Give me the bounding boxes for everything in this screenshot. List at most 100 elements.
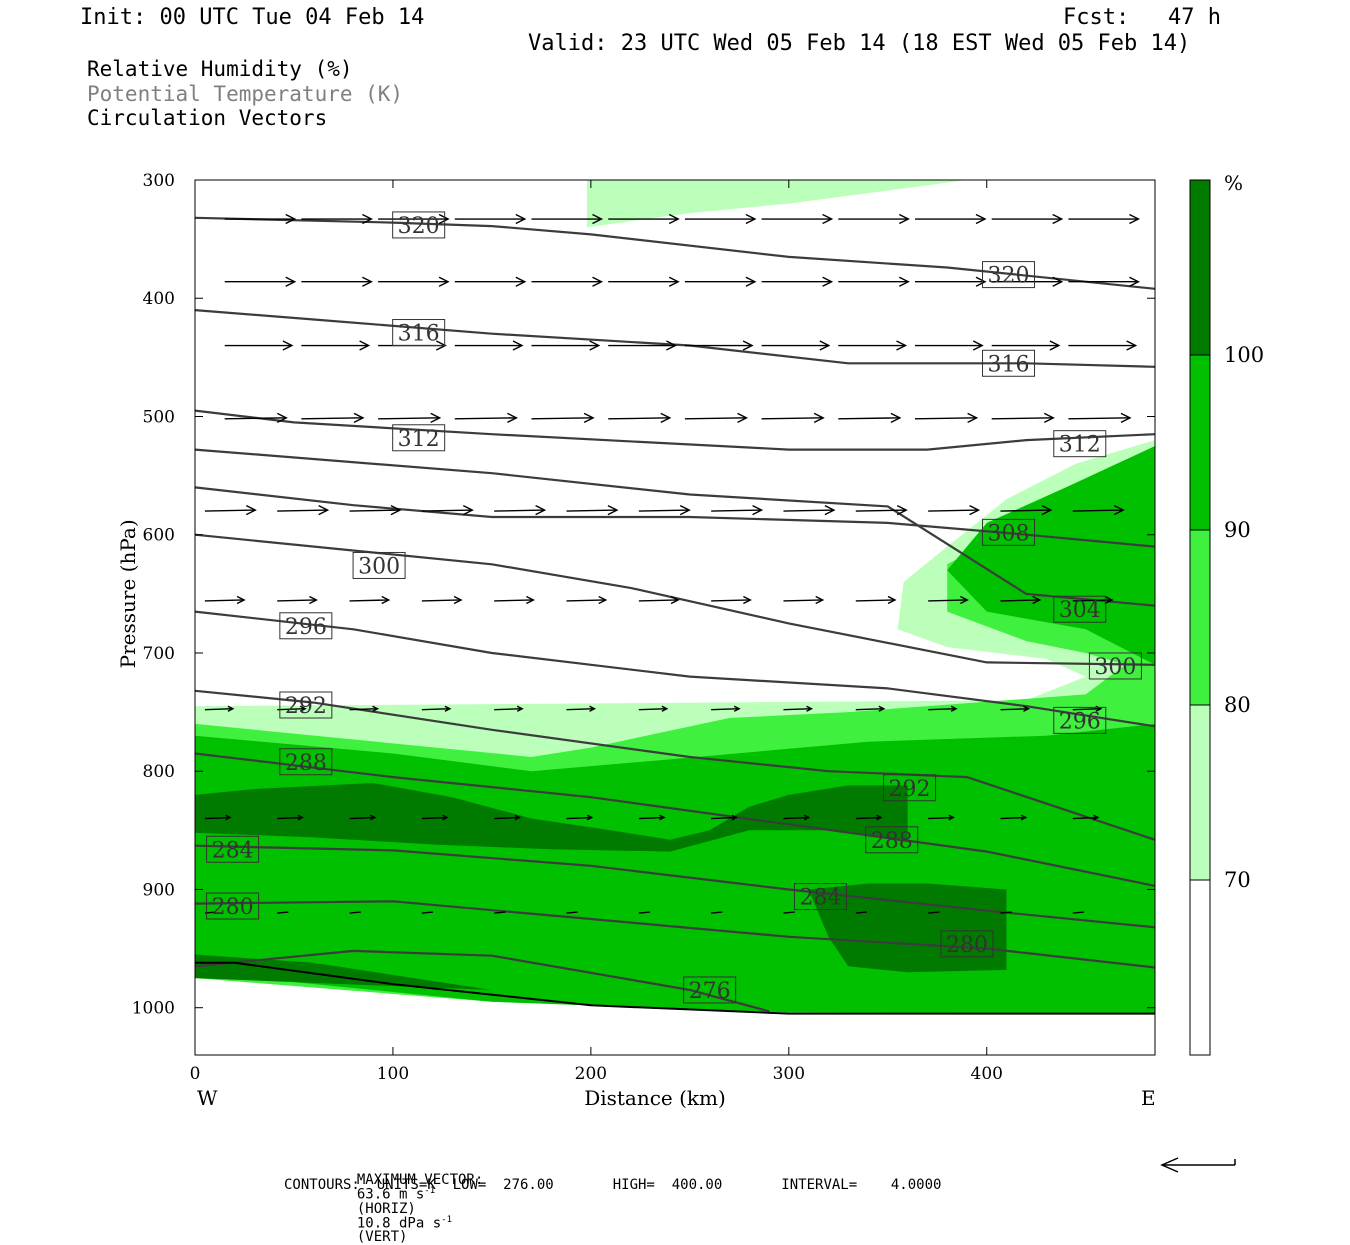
circulation-vector xyxy=(224,340,294,351)
circulation-vector xyxy=(1000,814,1028,821)
colorbar-label: 90 xyxy=(1224,518,1251,542)
theta-label-280: 280 xyxy=(206,892,260,920)
theta-label-296: 296 xyxy=(279,612,333,640)
vector-head xyxy=(742,340,754,351)
circulation-vector xyxy=(378,412,442,423)
vector-head xyxy=(282,340,294,351)
circulation-vector xyxy=(204,595,246,605)
y-tick-label: 500 xyxy=(143,407,175,427)
vector-shaft xyxy=(421,816,448,820)
vector-head xyxy=(733,705,741,712)
vector-head xyxy=(1043,412,1055,423)
axis-layer: 0 100 200 300 400 300 400 500 600 700 800 900 1000 Di… xyxy=(116,171,1156,1110)
theta-label-284: 284 xyxy=(793,883,847,911)
theta-label-box xyxy=(279,691,333,719)
rh-region-100-9 xyxy=(195,954,492,990)
theta-label-box xyxy=(1053,430,1107,458)
theta-label-text: 276 xyxy=(689,979,731,1004)
vector-shaft xyxy=(204,509,256,512)
theta-contour-288-9 xyxy=(194,752,1156,887)
circulation-vector xyxy=(638,595,680,605)
colorbar-frame xyxy=(1189,179,1211,1056)
vector-head xyxy=(297,814,304,821)
colorbar-label: 70 xyxy=(1224,868,1251,892)
vector-shaft xyxy=(1068,417,1131,420)
vector-head xyxy=(236,595,246,605)
vector-shaft xyxy=(421,599,462,602)
circulation-vector xyxy=(349,705,380,712)
vector-head xyxy=(898,213,910,225)
circulation-vector xyxy=(224,412,288,423)
rh-region-100-7 xyxy=(195,783,908,852)
vector-head xyxy=(369,814,377,821)
circulation-vector xyxy=(855,814,883,821)
theta-label-text: 316 xyxy=(988,352,1030,377)
vector-head xyxy=(1041,504,1053,516)
vector-shaft xyxy=(855,816,882,820)
vector-shaft xyxy=(1000,816,1026,820)
circulation-vector xyxy=(608,276,680,287)
vector-shaft xyxy=(711,509,762,512)
theta-contour-292-8 xyxy=(194,689,1156,841)
y-tick-label: 400 xyxy=(143,289,175,309)
vector-head xyxy=(583,412,595,423)
circulation-vector xyxy=(454,412,518,423)
vector-head xyxy=(950,705,958,712)
vector-head xyxy=(592,213,604,225)
theta-label-box xyxy=(883,774,937,802)
max-vector-vert-unit: (VERT) xyxy=(356,1229,408,1245)
vector-shaft xyxy=(1072,816,1099,820)
circulation-vector xyxy=(204,705,235,712)
vector-shaft xyxy=(928,911,940,914)
vector-head xyxy=(659,814,666,821)
max-vector-line: MAXIMUM VECTOR: 63.6 m s-1 (HORIZ) 10.8 … xyxy=(340,1159,500,1244)
circulation-vector xyxy=(638,911,651,914)
theta-label-text: 288 xyxy=(285,751,327,776)
vector-head xyxy=(598,595,608,605)
theta-label-text: 300 xyxy=(358,554,400,579)
contour-info: CONTOURS: UNITS=K LOW= 276.00 HIGH= 400.… xyxy=(284,1177,942,1193)
theta-label-320: 320 xyxy=(982,261,1036,289)
circulation-vector xyxy=(349,595,391,605)
circulation-vector xyxy=(494,814,521,821)
theta-label-box xyxy=(392,319,446,347)
theta-label-316: 316 xyxy=(982,349,1036,377)
vector-shaft xyxy=(1000,509,1051,512)
circulation-vector xyxy=(277,705,307,712)
vector-head xyxy=(822,213,834,225)
circulation-vector xyxy=(991,340,1061,351)
theta-label-box xyxy=(793,883,847,911)
circulation-vector xyxy=(855,595,897,605)
circulation-vector xyxy=(915,340,984,351)
colorbar-unit: % xyxy=(1224,171,1243,195)
vector-head xyxy=(668,213,680,225)
circulation-vector xyxy=(608,340,677,351)
theta-label-box xyxy=(352,551,406,579)
circulation-vector xyxy=(928,814,955,821)
circulation-vector xyxy=(301,276,373,287)
vector-shaft xyxy=(349,509,400,512)
vector-head xyxy=(822,276,834,287)
colorbar-swatch xyxy=(1190,355,1210,530)
colorbar-swatch xyxy=(1190,705,1210,880)
circulation-vector xyxy=(454,276,527,287)
vector-shaft xyxy=(277,911,289,914)
vector-shaft xyxy=(1000,599,1040,602)
theta-contour-276-12 xyxy=(194,949,770,1013)
vector-shaft xyxy=(204,708,233,711)
vector-head xyxy=(824,504,836,516)
circulation-vector xyxy=(301,412,365,423)
theta-label-text: 320 xyxy=(988,264,1030,289)
max-vector-horiz: 63.6 m s xyxy=(356,1186,425,1203)
circulation-vector xyxy=(277,911,289,914)
circulation-vector xyxy=(349,814,377,821)
vector-shaft xyxy=(277,708,306,711)
circulation-vector xyxy=(1072,814,1100,821)
west-label: W xyxy=(197,1086,218,1110)
theta-label-288: 288 xyxy=(865,826,919,854)
circulation-vector xyxy=(566,504,619,516)
circulation-vector xyxy=(1072,911,1085,914)
theta-label-284: 284 xyxy=(206,835,260,863)
vector-shaft xyxy=(638,599,679,602)
theta-label-300: 300 xyxy=(352,551,406,579)
